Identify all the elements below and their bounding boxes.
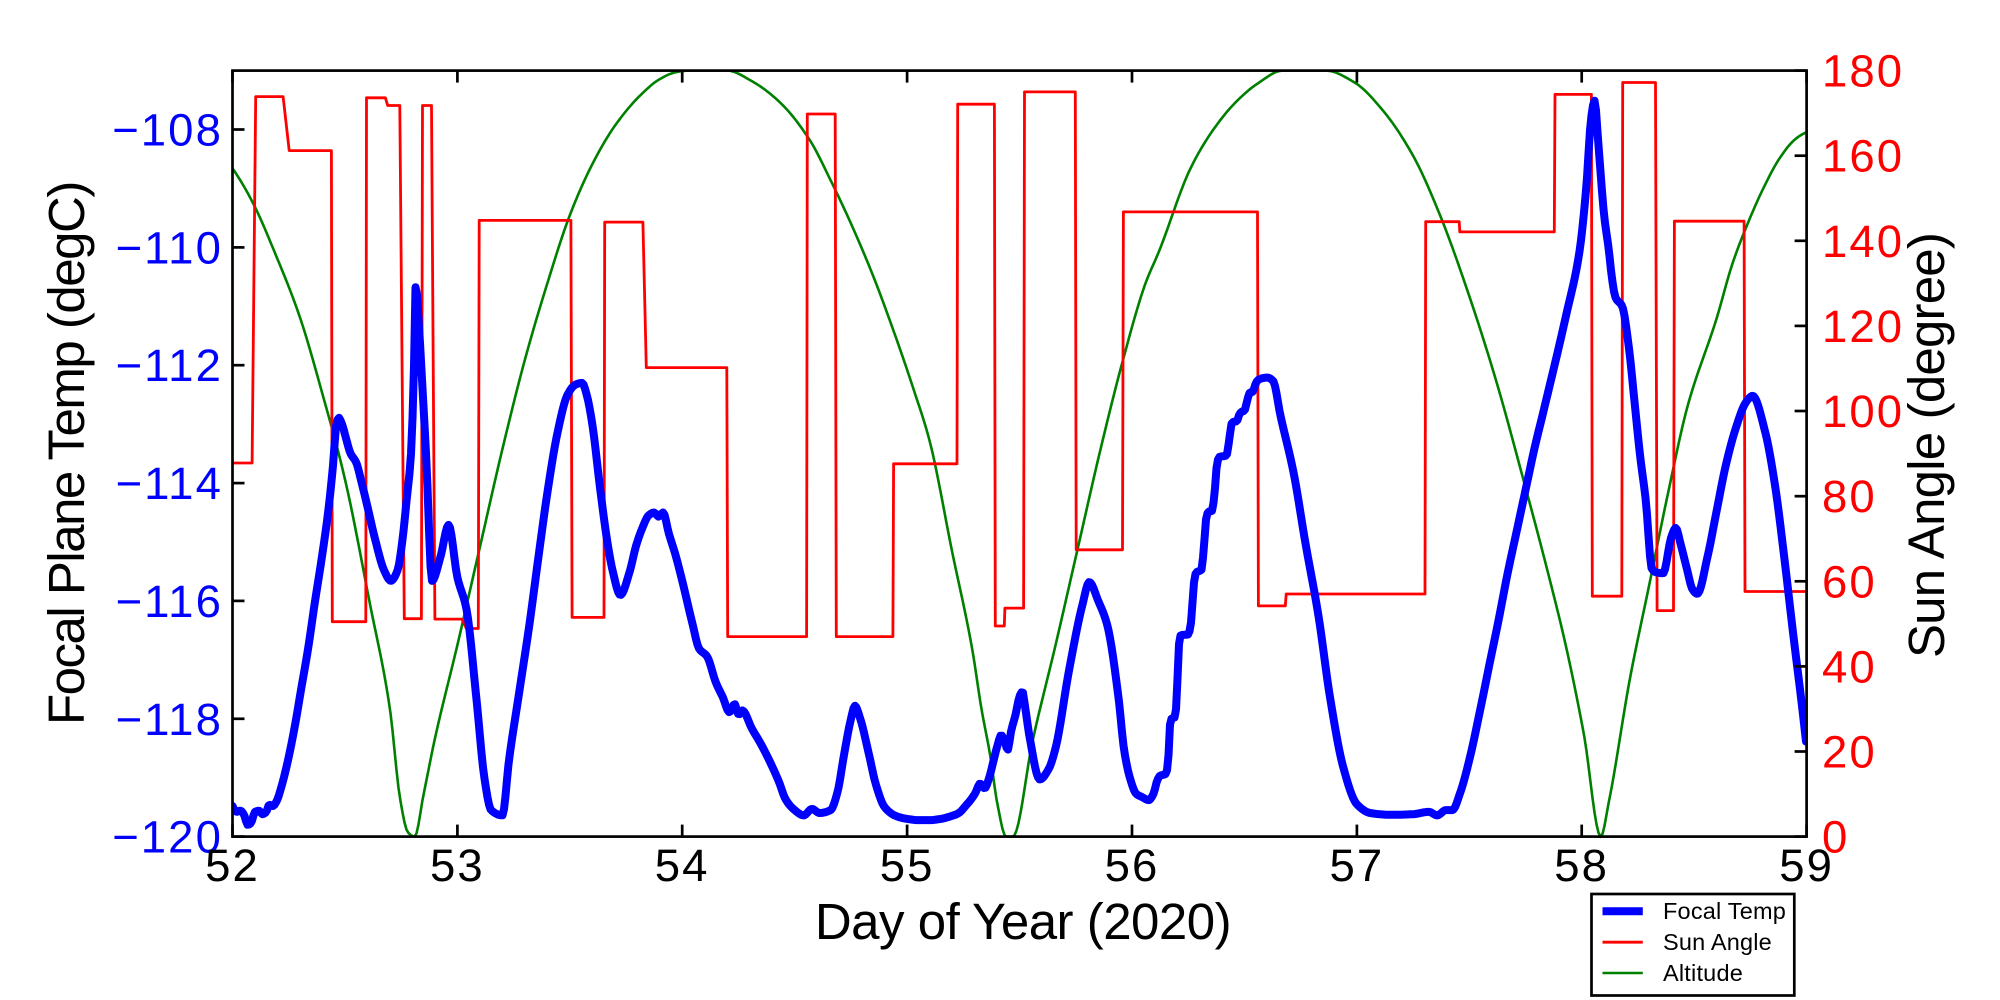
svg-text:0: 0 [1822,812,1849,863]
svg-text:53: 53 [430,840,485,891]
svg-text:−108: −108 [112,105,223,156]
svg-text:−116: −116 [115,576,223,627]
svg-text:100: 100 [1822,386,1904,437]
svg-text:180: 180 [1822,46,1904,97]
svg-text:Focal Temp: Focal Temp [1663,898,1786,924]
svg-text:120: 120 [1822,301,1904,352]
svg-text:−118: −118 [115,694,223,745]
svg-text:−110: −110 [115,222,223,273]
svg-text:Day of Year (2020): Day of Year (2020) [815,893,1231,950]
svg-text:20: 20 [1822,727,1877,778]
svg-text:Focal Plane Temp (degC): Focal Plane Temp (degC) [38,182,95,725]
svg-text:−120: −120 [112,812,223,863]
svg-text:55: 55 [880,840,935,891]
svg-text:59: 59 [1779,840,1834,891]
svg-text:160: 160 [1822,131,1904,182]
svg-text:Altitude: Altitude [1663,960,1743,986]
svg-text:52: 52 [205,840,260,891]
svg-text:58: 58 [1554,840,1609,891]
svg-text:60: 60 [1822,556,1877,607]
svg-text:80: 80 [1822,471,1877,522]
svg-text:−114: −114 [115,458,223,509]
svg-text:40: 40 [1822,641,1877,692]
svg-text:54: 54 [655,840,710,891]
svg-text:Sun Angle (degree): Sun Angle (degree) [1898,233,1955,658]
svg-text:56: 56 [1105,840,1160,891]
svg-text:140: 140 [1822,216,1904,267]
svg-text:Sun Angle: Sun Angle [1663,929,1772,955]
svg-text:−112: −112 [115,340,223,391]
svg-text:57: 57 [1329,840,1384,891]
